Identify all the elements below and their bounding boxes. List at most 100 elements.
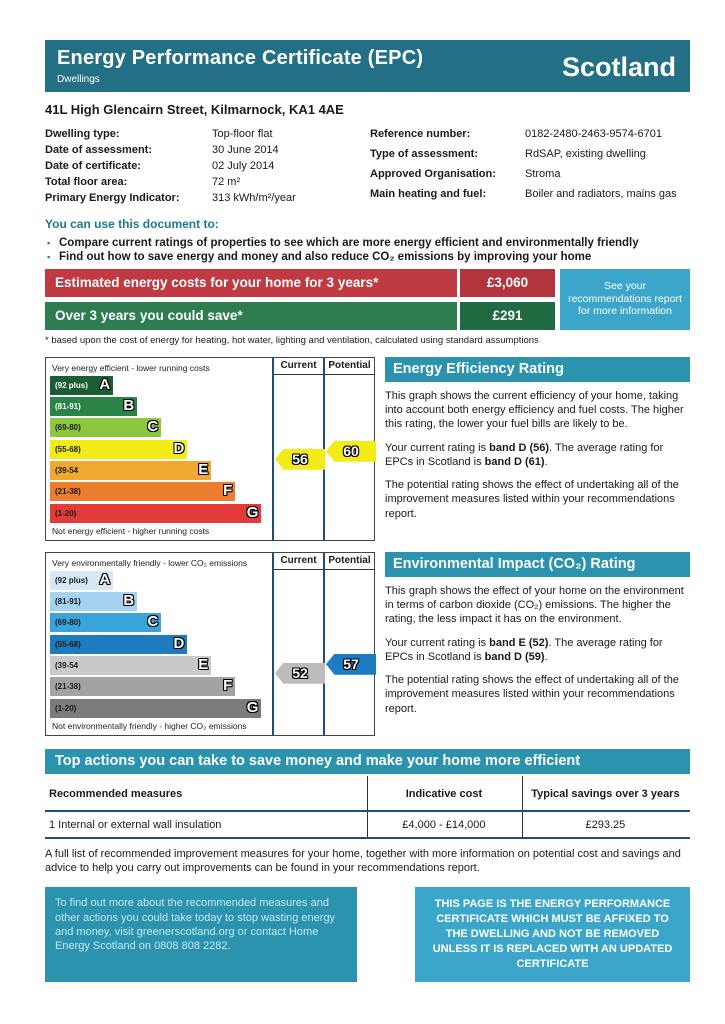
eer-text-panel: Energy Efficiency Rating This graph show… — [385, 356, 690, 541]
detail-value: 02 July 2014 — [212, 159, 275, 172]
detail-value: 0182-2480-2463-9574-6701 — [525, 128, 663, 140]
band-range: (39-54 — [55, 466, 79, 475]
usage-bullet-list: Compare current ratings of properties to… — [45, 237, 690, 263]
full-list-note: A full list of recommended improvement m… — [45, 847, 681, 874]
eir-band-g: (1-20) G — [50, 698, 262, 718]
eer-band-a: (92 plus) A — [50, 375, 114, 395]
band-letter: D — [173, 634, 185, 652]
usage-bullet: Compare current ratings of properties to… — [45, 237, 690, 249]
eer-chart: Very energy efficient - lower running co… — [45, 356, 376, 541]
eir-current-arrow: 52 — [275, 662, 325, 684]
eir-paragraph-3: The potential rating shows the effect of… — [385, 674, 679, 715]
detail-value: Top-floor flat — [212, 128, 273, 140]
eer-bottom-caption: Not energy efficient - higher running co… — [52, 525, 210, 536]
eir-band-a: (92 plus) A — [50, 570, 114, 590]
detail-label: Dwelling type: — [45, 128, 120, 140]
savings-row: Over 3 years you could save* £291 — [45, 301, 555, 330]
eer-current-arrow: 56 — [275, 448, 325, 470]
band-letter: E — [198, 461, 209, 478]
eer-paragraph-1: This graph shows the current efficiency … — [385, 389, 684, 431]
eir-chart: Very environmentally friendly - lower CO… — [45, 551, 376, 736]
current-column-header: Current — [274, 553, 323, 570]
band-range: (55-68) — [55, 639, 81, 649]
cost-rows: Estimated energy costs for your home for… — [45, 268, 555, 330]
eir-current-column: Current 52 — [272, 552, 325, 735]
header-left: Energy Performance Certificate (EPC) Dwe… — [57, 47, 423, 87]
usage-heading: You can use this document to: — [45, 216, 219, 231]
band-letter: F — [223, 677, 233, 695]
detail-value: 30 June 2014 — [212, 143, 279, 156]
property-address: 41L High Glencairn Street, Kilmarnock, K… — [45, 102, 344, 117]
detail-value: 72 m² — [212, 175, 241, 188]
column-header-cost: Indicative cost — [367, 775, 523, 812]
band-range: (1-20) — [55, 508, 77, 518]
eir-potential-column: Potential 57 — [323, 552, 376, 735]
header-band: Energy Performance Certificate (EPC) Dwe… — [45, 40, 690, 92]
top-actions-header: Top actions you can take to save money a… — [45, 748, 690, 774]
eir-chart-bars-area: Very environmentally friendly - lower CO… — [46, 553, 272, 735]
energy-efficiency-section: Very energy efficient - lower running co… — [45, 356, 690, 541]
affix-notice-box: THIS PAGE IS THE ENERGY PERFORMANCE CERT… — [415, 887, 690, 982]
eir-top-caption: Very environmentally friendly - lower CO… — [52, 557, 248, 568]
estimated-costs-value: £3,060 — [460, 268, 555, 297]
savings-cell: £293.25 — [521, 810, 690, 839]
estimated-costs-label: Estimated energy costs for your home for… — [45, 268, 457, 297]
eer-section-title: Energy Efficiency Rating — [385, 356, 690, 382]
band-letter: C — [147, 613, 159, 631]
detail-label: Total floor area: — [45, 175, 128, 188]
eer-band-e: (39-54 E — [50, 461, 212, 480]
band-range: (55-68) — [55, 444, 81, 454]
band-range: (92 plus) — [55, 380, 88, 390]
eir-section-title: Environmental Impact (CO₂) Rating — [385, 551, 690, 577]
dwelling-details: Dwelling type: Top-floor flat Date of as… — [45, 127, 690, 207]
eir-band-d: (55-68) D — [50, 634, 188, 654]
page-title: Energy Performance Certificate (EPC) — [57, 47, 424, 69]
band-range: (21-38) — [55, 487, 81, 497]
band-letter: G — [246, 698, 259, 716]
detail-label: Primary Energy Indicator: — [45, 191, 180, 204]
eir-potential-arrow: 57 — [326, 653, 376, 675]
usage-bullet: Find out how to save energy and money an… — [45, 251, 690, 263]
eer-potential-column: Potential 60 — [323, 357, 376, 540]
eir-band-f: (21-38) F — [50, 677, 236, 697]
eir-band-c: (69-80) C — [50, 613, 162, 633]
eir-band-b: (81-91) B — [50, 592, 138, 612]
estimated-costs-row: Estimated energy costs for your home for… — [45, 268, 555, 297]
band-range: (21-38) — [55, 682, 81, 692]
cost-cell: £4,000 - £14,000 — [367, 810, 523, 839]
eer-paragraph-2: Your current rating is band D (56). The … — [385, 441, 664, 468]
environmental-impact-section: Very environmentally friendly - lower CO… — [45, 551, 690, 736]
band-letter: B — [123, 397, 135, 415]
band-range: (69-80) — [55, 618, 81, 628]
band-range: (92 plus) — [55, 575, 88, 585]
detail-label: Reference number: — [370, 128, 471, 140]
eir-paragraph-2: Your current rating is band E (52). The … — [385, 636, 663, 663]
footer-boxes: To find out more about the recommended m… — [45, 887, 690, 982]
band-letter: A — [99, 570, 111, 588]
potential-column-header: Potential — [325, 358, 374, 375]
region-label: Scotland — [561, 51, 676, 82]
eer-chart-bars-area: Very energy efficient - lower running co… — [46, 358, 272, 540]
eir-bars: (92 plus) A (81-91) B (69-80) C (55-68) D (3… — [50, 570, 268, 719]
eer-paragraph-3: The potential rating shows the effect of… — [385, 479, 679, 520]
eir-paragraph-1: This graph shows the effect of your home… — [385, 584, 684, 626]
eir-text-panel: Environmental Impact (CO₂) Rating This g… — [385, 551, 690, 736]
band-range: (1-20) — [55, 703, 77, 713]
cost-footnote: * based upon the cost of energy for heat… — [45, 334, 539, 346]
detail-value: Boiler and radiators, mains gas — [525, 187, 677, 200]
detail-value: RdSAP, existing dwelling — [525, 147, 646, 160]
detail-label: Type of assessment: — [370, 147, 479, 160]
eer-potential-arrow: 60 — [326, 440, 376, 462]
eer-top-caption: Very energy efficient - lower running co… — [52, 362, 210, 373]
eer-band-b: (81-91) B — [50, 397, 138, 417]
details-right-column: Reference number: 0182-2480-2463-9574-67… — [370, 127, 690, 207]
savings-value: £291 — [460, 301, 555, 330]
recommendations-info-box: See your recommendations report for more… — [560, 268, 690, 330]
eer-bars: (92 plus) A (81-91) B (69-80) C (55-68) D (3… — [50, 375, 268, 524]
band-letter: D — [173, 439, 185, 457]
eer-band-g: (1-20) G — [50, 503, 262, 523]
potential-column-header: Potential — [325, 553, 374, 570]
band-letter: F — [223, 482, 233, 500]
header-subtitle: Dwellings — [57, 74, 100, 85]
